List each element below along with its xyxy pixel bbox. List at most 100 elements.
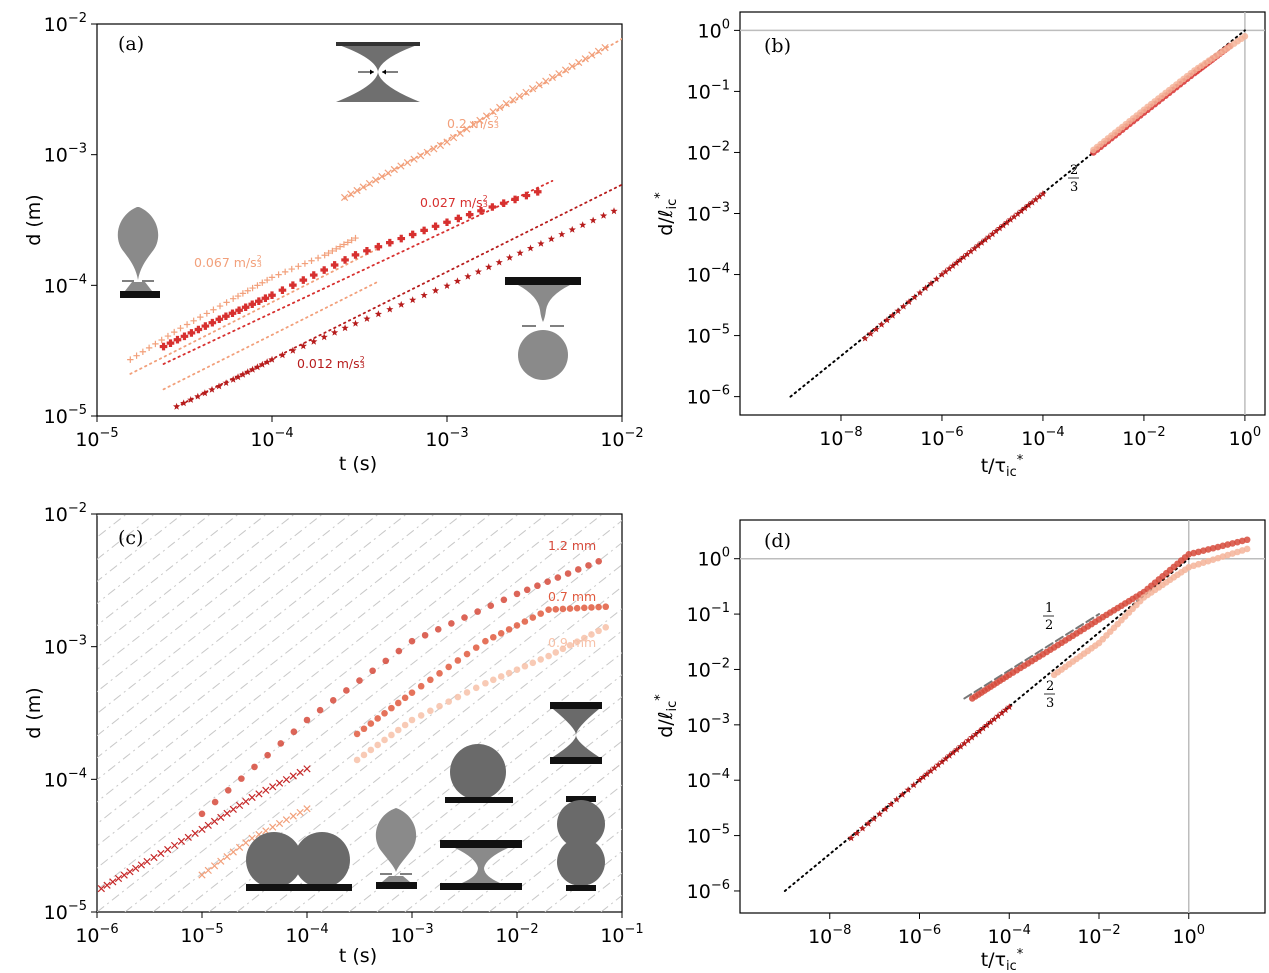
series-3-point [242,797,250,806]
series-4-point [229,848,237,856]
panel-b-frame [739,11,1266,416]
series-1-point [417,682,425,690]
series-0-point [990,715,998,723]
panel-c-pendant-drop-schematic [375,808,417,889]
panel-d-ytick-label: 10−6 [687,878,730,903]
background-guide-line [264,630,622,912]
background-guide-line [97,514,464,803]
series-0-point [1017,207,1025,215]
series-0-point [277,740,285,747]
series-0-point [369,667,376,675]
series-1-point [203,310,211,317]
series-0-point [870,815,878,822]
power-law-two-thirds-line [783,557,1190,892]
series-0-point [1005,703,1013,711]
series-3-point [137,861,146,869]
series-0-point [932,275,941,283]
series-0-point [915,776,924,784]
series-0-point [893,795,901,803]
panel-c-xtick-label: 10−3 [390,922,433,947]
series-4-point [198,871,206,879]
series-2-point [208,318,217,327]
series-1-point [537,610,545,617]
series-0-point [489,108,497,116]
series-2-point [505,669,513,677]
background-guide-line [97,514,436,781]
series-0-point [992,227,1000,235]
series-3-point [516,249,524,257]
series-4-point [223,852,231,861]
series-0-point [353,186,361,195]
svg-text:1: 1 [1045,601,1053,616]
series-1-point [336,243,344,250]
series-1-point [321,252,328,259]
series-0-point [968,733,976,741]
background-guide-line [348,696,622,912]
series-3-point [126,868,134,876]
series-0-point [960,253,968,261]
panel-d-ylabel: d/ℓic* [653,694,680,738]
panel-a-xtick-label: 10−4 [250,426,293,451]
panel-d-xtick-label: 10−6 [898,923,941,948]
series-1-point [288,265,295,273]
series-3-point [275,779,284,787]
series-0-point [461,614,468,621]
fit-line [129,248,379,375]
series-2-point [488,203,497,211]
series-0-point [515,92,524,100]
series-1-point [595,603,602,611]
panel-a-ytick-label: 10−3 [44,142,87,167]
series-2-point [309,271,318,279]
series-3-point [558,230,566,238]
panel-d-slope-label-half: 1 2 [1043,601,1054,633]
series-2-point [511,195,519,204]
series-0-point [238,775,245,782]
series-1-point [210,306,217,313]
series-1-point [314,254,322,262]
background-guide-line [97,514,240,627]
series-2-point [215,315,224,324]
series-1-point [164,332,172,340]
background-guide-line [152,542,622,912]
series-0-point [864,819,872,827]
series-0-point [949,262,957,269]
series-1-point [295,263,302,270]
series-3-point [210,817,219,825]
series-2-point [552,649,560,656]
series-0-point [877,320,886,328]
series-0-point [436,141,445,150]
background-guide-line [97,514,156,560]
series-2-point [381,736,388,744]
series-0-point [595,558,603,565]
series-2-point [477,207,485,215]
series-0-point [887,800,895,808]
series-0-point [535,81,543,89]
panel-c-xtick-label: 10−6 [75,922,118,947]
series-0-point [329,697,337,704]
panel-a-bridge-schematic [336,42,420,102]
panel-d-xtick-label: 100 [1173,923,1205,948]
series-1-point [259,279,266,286]
panel-c-ytick-label: 10−3 [44,634,87,659]
series-0-point [397,162,405,170]
series-0-point [945,751,953,759]
series-3-point [268,355,276,363]
series-0-point [359,183,367,191]
series-0-point [1001,706,1010,714]
series-0-point [594,47,603,55]
series-0-point [910,781,918,789]
panel-b-xlabel: t/τic* [981,453,1024,480]
series-3-point [97,885,105,893]
series-3-point [296,768,304,777]
series-2-point [374,741,381,749]
series-2-point [454,693,462,701]
series-2-point [499,199,508,207]
series-0-point [970,244,978,252]
series-3-point [589,216,597,224]
series-1-point [139,348,147,355]
series-2-point [401,721,409,729]
background-guide-line [460,784,622,912]
series-1-point [472,644,480,651]
panel-a-label: (a) [118,33,144,55]
series-0-point [1032,195,1040,203]
